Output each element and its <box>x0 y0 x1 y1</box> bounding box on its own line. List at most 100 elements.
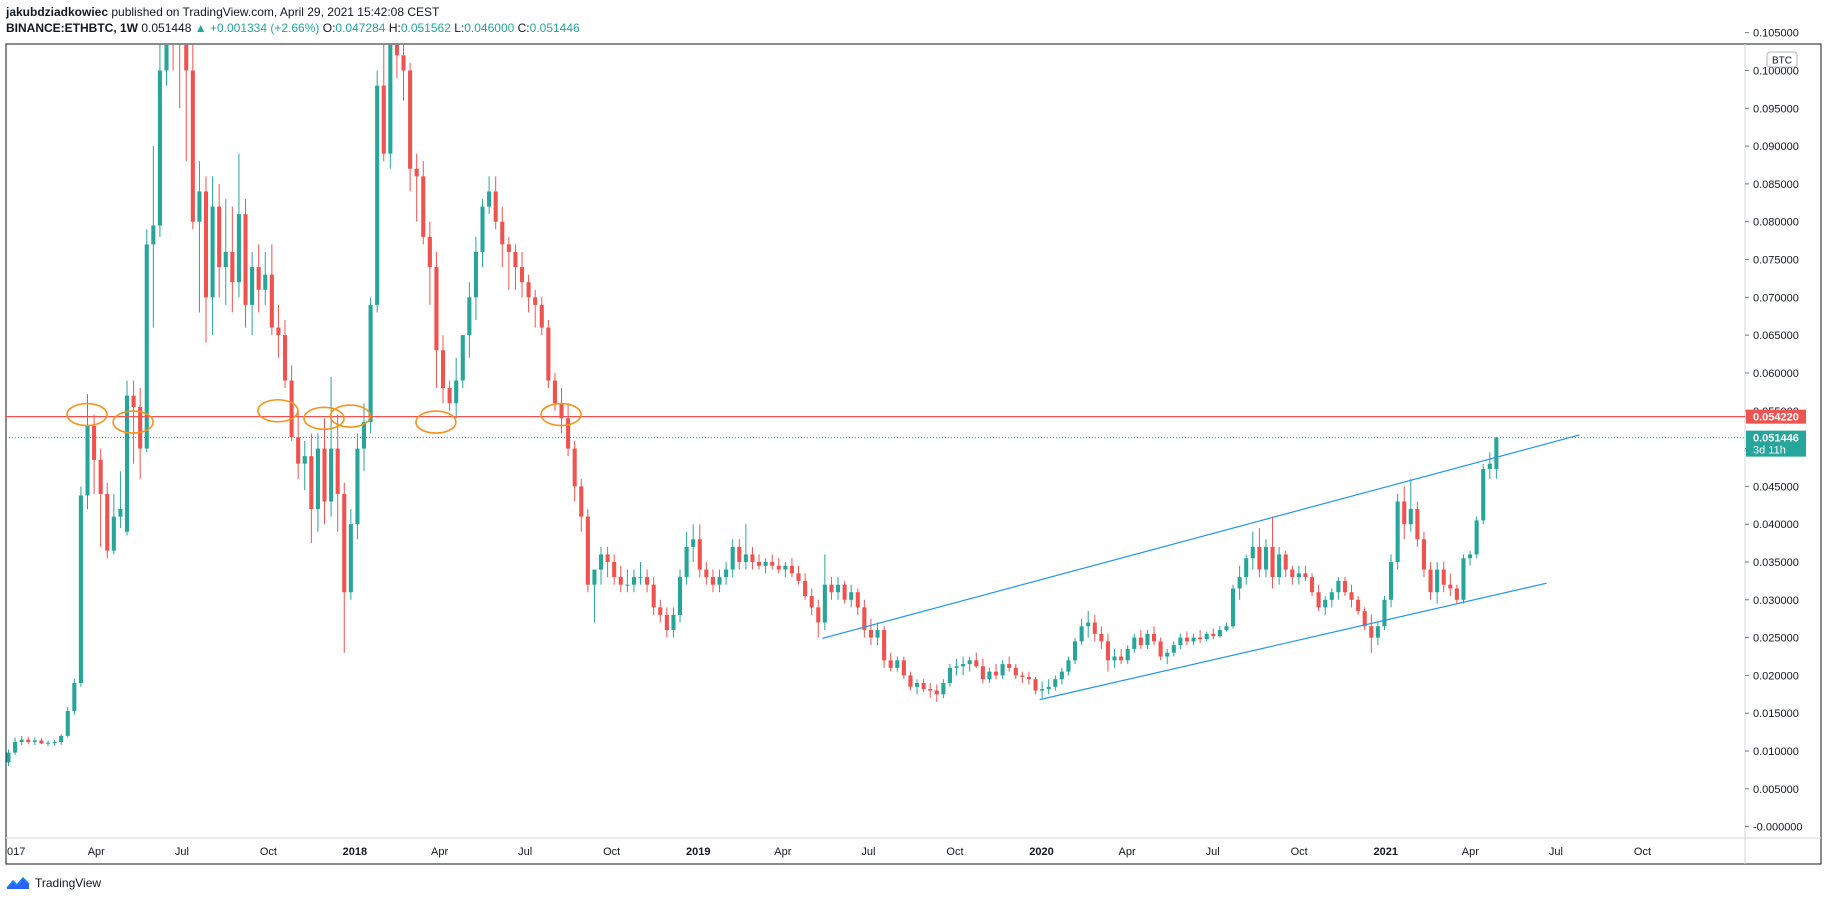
candle-body <box>539 304 544 328</box>
publish-info: jakubdziadkowiec published on TradingVie… <box>6 4 580 20</box>
candle-body <box>776 565 781 570</box>
candle-body <box>579 486 584 517</box>
candle-body <box>1072 641 1078 661</box>
candle-body <box>882 630 887 661</box>
author-name[interactable]: jakubdziadkowiec <box>6 5 109 19</box>
candle-body <box>822 584 827 623</box>
candle-body <box>671 614 676 631</box>
candle-body <box>566 418 571 449</box>
candle-body <box>250 267 255 305</box>
candle-body <box>737 546 742 562</box>
x-tick-label: Apr <box>1462 846 1479 858</box>
candle-body <box>1132 637 1137 649</box>
y-tick-label: 0.090000 <box>1753 141 1799 153</box>
y-tick-label: 0.010000 <box>1753 746 1799 758</box>
candle-body <box>855 592 860 608</box>
candle-body <box>315 448 320 510</box>
candle-body <box>92 425 97 460</box>
candle-body <box>1454 588 1459 600</box>
candle-body <box>454 380 459 404</box>
x-tick-label: Oct <box>603 846 620 858</box>
candle-body <box>941 682 946 695</box>
x-tick-label: Apr <box>431 846 448 858</box>
candle-body <box>967 660 972 665</box>
candle-body <box>85 425 90 496</box>
candle-body <box>427 236 432 268</box>
candle-body <box>440 350 446 389</box>
candle-body <box>1329 592 1334 600</box>
candle-body <box>1125 648 1130 661</box>
candle-body <box>1428 569 1433 593</box>
highlight-circle <box>112 410 154 434</box>
tradingview-logo[interactable]: TradingView <box>6 874 101 892</box>
x-tick-label: Jul <box>518 846 532 858</box>
candle-body <box>13 741 18 753</box>
candle-body <box>322 448 327 502</box>
candle-body <box>1224 626 1229 631</box>
candle-body <box>961 664 966 667</box>
highlight-circle <box>540 402 582 427</box>
candle-body <box>1277 554 1282 578</box>
candle-body <box>651 584 656 608</box>
candle-body <box>1059 671 1064 680</box>
y-tick-label: 0.020000 <box>1753 670 1799 682</box>
y-tick-label: 0.040000 <box>1753 519 1799 531</box>
candle-body <box>625 584 630 586</box>
candle-body <box>572 448 577 487</box>
candle-body <box>730 546 735 570</box>
candle-body <box>1151 633 1157 642</box>
candle-body <box>59 735 64 742</box>
candle-body <box>1105 641 1110 661</box>
candle-body <box>980 666 985 680</box>
candle-body <box>78 495 83 683</box>
candle-body <box>1257 546 1262 570</box>
candle-body <box>513 251 518 268</box>
y-tick-label: 0.065000 <box>1753 330 1799 342</box>
candle-body <box>1408 509 1413 525</box>
candle-body <box>105 493 110 551</box>
low-label: L: <box>454 21 465 35</box>
candle-body <box>1402 501 1407 525</box>
candle-body <box>190 70 195 222</box>
candle-body <box>309 456 314 510</box>
candle-body <box>1007 664 1012 668</box>
price-axis[interactable]: 0.105000 0.100000 0.095000 0.090000 0.085000… <box>1745 28 1803 834</box>
x-tick-label: 2021 <box>1373 846 1397 858</box>
candle-body <box>559 403 564 419</box>
price-change: ▲ +0.001334 (+2.66%) <box>194 21 320 35</box>
tradingview-logo-icon <box>6 876 30 889</box>
candle-body <box>493 191 498 222</box>
candle-body <box>118 509 123 517</box>
open-value: 0.047284 <box>335 21 386 35</box>
candle-body <box>302 456 307 464</box>
candle-body <box>638 577 643 579</box>
candle-body <box>1178 637 1183 646</box>
candle-body <box>829 584 834 593</box>
candle-body <box>124 395 130 532</box>
candle-body <box>1138 637 1143 646</box>
x-tick-label: Oct <box>1634 846 1651 858</box>
candle-body <box>1079 626 1084 642</box>
y-tick-label: 0.105000 <box>1753 28 1799 40</box>
candle-body <box>928 689 933 691</box>
price-tag-label: 0.054220 <box>1753 412 1799 424</box>
candle-body <box>612 561 617 578</box>
candle-body <box>1362 611 1367 627</box>
channel-upper-line <box>822 434 1580 639</box>
candle-body <box>1112 656 1117 661</box>
candles <box>6 45 1499 767</box>
close-value: 0.051446 <box>529 21 580 35</box>
candle-body <box>1395 501 1400 562</box>
candle-body <box>1000 664 1005 676</box>
time-axis[interactable]: 017 Apr Jul Oct 2018 Apr Jul Oct 2019 Apr Jul Oct 20… <box>7 846 1651 858</box>
candle-body <box>1184 637 1189 642</box>
candle-body <box>987 671 992 680</box>
candle-body <box>1026 676 1031 680</box>
y-tick-label: 0.015000 <box>1753 708 1799 720</box>
candle-body <box>546 327 551 381</box>
candle-body <box>914 682 920 687</box>
price-tag <box>1746 430 1806 457</box>
channel-lower-line <box>1039 582 1547 701</box>
